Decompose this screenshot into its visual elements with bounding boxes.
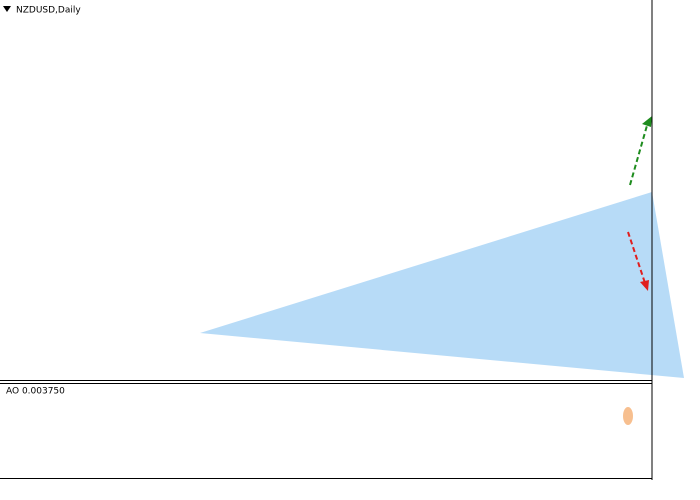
ao-highlight <box>623 407 633 425</box>
chart-title: NZDUSD,Daily <box>16 6 81 16</box>
menu-icon[interactable] <box>3 6 11 12</box>
ao-title: AO 0.003750 <box>6 387 65 397</box>
up-arrow-head <box>642 116 652 127</box>
up-arrow <box>629 121 649 186</box>
down-arrow <box>627 231 646 284</box>
triangle-pattern <box>200 192 684 378</box>
down-arrow-head <box>640 280 649 291</box>
